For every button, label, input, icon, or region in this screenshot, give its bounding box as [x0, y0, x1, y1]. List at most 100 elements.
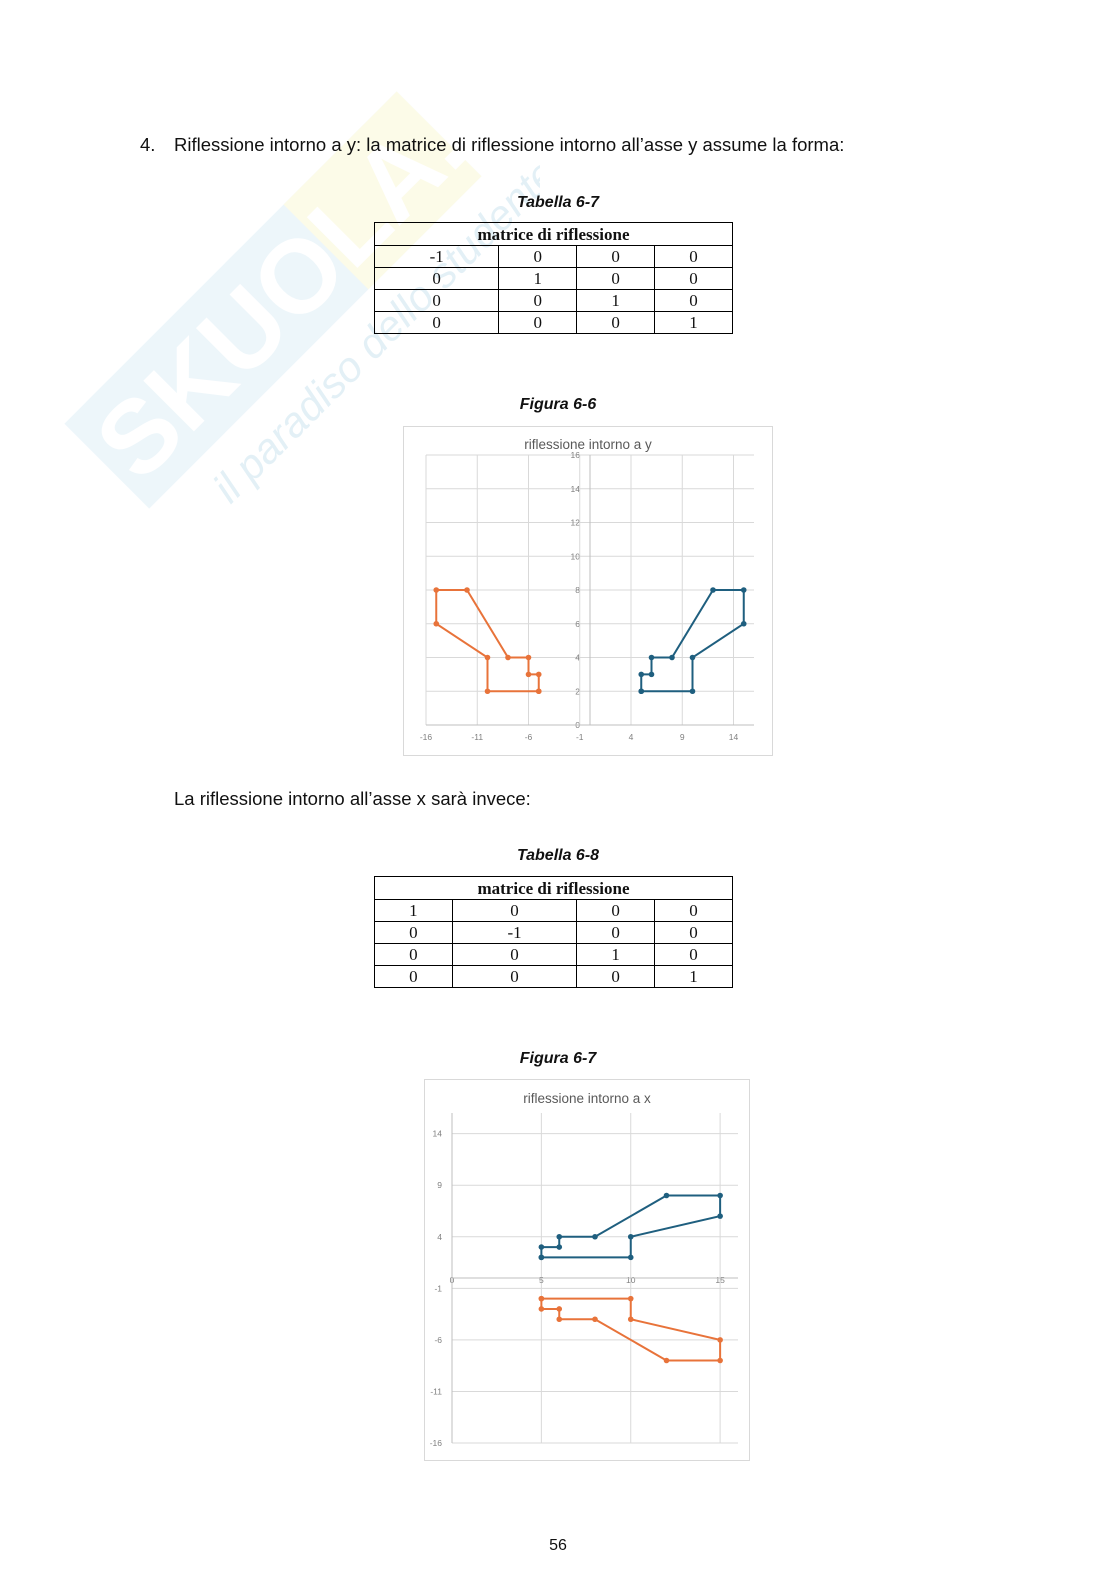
- data-point: [638, 671, 645, 678]
- data-point: [638, 688, 645, 695]
- matrix-cell: 0: [654, 289, 733, 312]
- chart-title: riflessione intorno a y: [524, 437, 652, 452]
- matrix-cell: 1: [498, 267, 578, 290]
- data-point: [669, 654, 675, 661]
- series-line: [435, 589, 540, 693]
- x-tick-label: -16: [420, 732, 433, 742]
- chart-reflection-y: riflessione intorno a y 0 2 4 6 8 10 12 14 16 -16…: [403, 426, 773, 756]
- y-tick-label: 16: [571, 450, 581, 460]
- data-point: [717, 1357, 723, 1364]
- matrix-cell: 1: [576, 289, 656, 312]
- data-point: [484, 688, 491, 695]
- page-number: 56: [549, 1537, 567, 1554]
- data-point: [627, 1254, 634, 1261]
- x-tick-label: 10: [626, 1275, 636, 1285]
- table-header: matrice di riflessione: [374, 222, 733, 246]
- data-point: [689, 654, 696, 661]
- matrix-cell: 0: [373, 267, 500, 290]
- data-point: [433, 620, 440, 627]
- body-paragraph: La riflessione intorno all’asse x sarà i…: [174, 788, 531, 809]
- table-caption-6-7: Tabella 6-7: [516, 194, 600, 211]
- data-point: [433, 587, 440, 593]
- data-point: [525, 671, 532, 678]
- table-caption-6-8: Tabella 6-8: [516, 847, 600, 864]
- matrix-cell: 1: [576, 943, 656, 966]
- data-point: [556, 1316, 563, 1323]
- data-point: [592, 1233, 598, 1240]
- matrix-cell: 0: [451, 943, 578, 966]
- data-point: [525, 654, 532, 661]
- x-tick-label: 14: [729, 732, 739, 742]
- figure-caption-6-7: Figura 6-7: [519, 1050, 597, 1067]
- y-tick-label: 2: [575, 686, 580, 696]
- data-point: [538, 1295, 545, 1302]
- matrix-cell: 1: [654, 311, 733, 334]
- data-point: [556, 1306, 563, 1312]
- matrix-cell: 0: [576, 245, 656, 268]
- x-tick-label: 5: [539, 1275, 544, 1285]
- y-tick-label: 12: [571, 518, 581, 528]
- data-point: [663, 1357, 670, 1364]
- y-tick-label: -1: [434, 1283, 442, 1293]
- data-point: [556, 1244, 563, 1250]
- data-point: [740, 620, 747, 627]
- data-point: [648, 654, 655, 661]
- matrix-cell: 0: [374, 965, 453, 988]
- matrix-cell: 0: [498, 311, 578, 334]
- data-point: [535, 688, 542, 695]
- y-tick-label: 14: [433, 1129, 443, 1139]
- matrix-cell: 0: [576, 921, 656, 944]
- chart-plot-area: -16-11-6-14914051015: [430, 1113, 738, 1448]
- data-point: [464, 587, 470, 593]
- y-tick-label: 9: [437, 1180, 442, 1190]
- data-point: [535, 671, 542, 678]
- data-point: [505, 654, 511, 661]
- matrix-cell: 0: [654, 921, 733, 944]
- x-tick-label: -1: [576, 732, 584, 742]
- data-point: [710, 587, 716, 593]
- figure-caption-6-6: Figura 6-6: [519, 396, 597, 413]
- matrix-cell: 1: [654, 965, 733, 988]
- matrix-cell: 0: [576, 965, 656, 988]
- matrix-cell: 0: [374, 943, 453, 966]
- series-line: [640, 589, 745, 693]
- matrix-cell: 1: [374, 899, 453, 922]
- matrix-cell: 0: [498, 289, 578, 312]
- list-number: 4.: [140, 134, 156, 155]
- data-point: [717, 1213, 723, 1219]
- matrix-cell: 0: [374, 921, 453, 944]
- matrix-cell: 0: [498, 245, 578, 268]
- data-point: [538, 1244, 545, 1250]
- x-tick-label: 4: [629, 732, 634, 742]
- matrix-cell: 0: [654, 899, 733, 922]
- matrix-cell: -1: [451, 921, 578, 944]
- matrix-cell: 0: [654, 245, 733, 268]
- matrix-cell: 0: [373, 311, 500, 334]
- matrix-cell: 0: [451, 899, 578, 922]
- x-tick-label: 9: [680, 732, 685, 742]
- list-text: Riflessione intorno a y: la matrice di r…: [174, 134, 845, 155]
- list-item-4: 4. Riflessione intorno a y: la matrice di…: [140, 134, 844, 156]
- table-header: matrice di riflessione: [374, 876, 733, 900]
- y-tick-label: 10: [571, 551, 581, 561]
- data-point: [556, 1233, 563, 1240]
- matrix-cell: 0: [576, 267, 656, 290]
- x-tick-label: -11: [471, 732, 483, 742]
- data-point: [689, 688, 696, 695]
- matrix-cell: 0: [373, 289, 500, 312]
- y-tick-label: -16: [430, 1438, 443, 1448]
- chart-reflection-x: riflessione intorno a x -16-11-6-1491405…: [424, 1079, 750, 1461]
- y-tick-label: -11: [430, 1386, 442, 1396]
- data-point: [627, 1316, 634, 1323]
- data-point: [538, 1306, 545, 1312]
- matrix-cell: 0: [654, 943, 733, 966]
- y-tick-label: 4: [437, 1232, 442, 1242]
- y-tick-label: 14: [571, 484, 581, 494]
- data-point: [484, 654, 491, 661]
- data-point: [627, 1295, 634, 1302]
- data-point: [627, 1233, 634, 1240]
- data-point: [663, 1192, 670, 1199]
